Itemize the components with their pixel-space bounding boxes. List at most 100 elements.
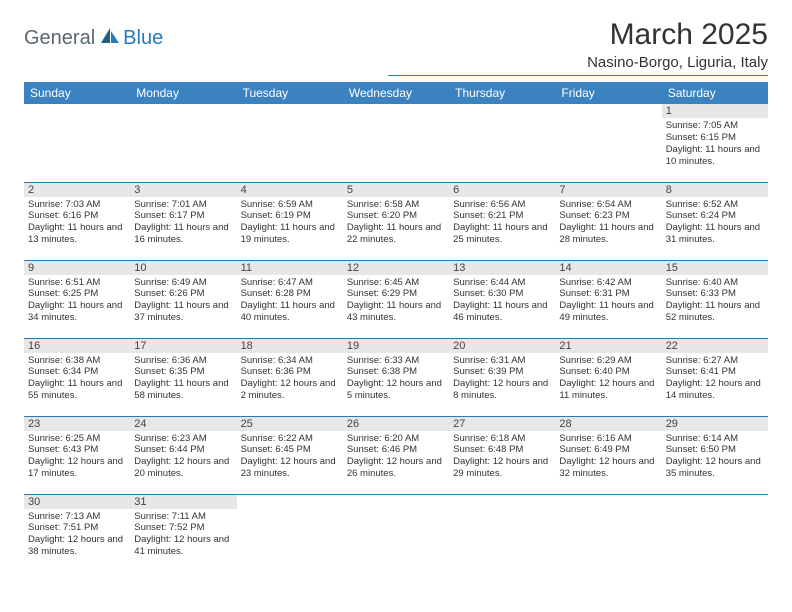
sunset-text: Sunset: 6:35 PM <box>134 366 232 378</box>
calendar-cell <box>343 494 449 572</box>
calendar-table: Sunday Monday Tuesday Wednesday Thursday… <box>24 82 768 572</box>
weekday-header: Wednesday <box>343 82 449 104</box>
sunrise-text: Sunrise: 6:14 AM <box>666 433 764 445</box>
daylight-text: Daylight: 12 hours and 17 minutes. <box>28 456 126 480</box>
calendar-cell: 30Sunrise: 7:13 AMSunset: 7:51 PMDayligh… <box>24 494 130 572</box>
weekday-header-row: Sunday Monday Tuesday Wednesday Thursday… <box>24 82 768 104</box>
weekday-header: Monday <box>130 82 236 104</box>
calendar-cell: 5Sunrise: 6:58 AMSunset: 6:20 PMDaylight… <box>343 182 449 260</box>
daylight-text: Daylight: 11 hours and 49 minutes. <box>559 300 657 324</box>
day-number: 29 <box>662 417 768 431</box>
day-details: Sunrise: 6:58 AMSunset: 6:20 PMDaylight:… <box>343 197 449 249</box>
day-details: Sunrise: 7:01 AMSunset: 6:17 PMDaylight:… <box>130 197 236 249</box>
day-number: 8 <box>662 183 768 197</box>
calendar-cell: 24Sunrise: 6:23 AMSunset: 6:44 PMDayligh… <box>130 416 236 494</box>
day-details: Sunrise: 6:42 AMSunset: 6:31 PMDaylight:… <box>555 275 661 327</box>
day-number: 16 <box>24 339 130 353</box>
day-details: Sunrise: 6:45 AMSunset: 6:29 PMDaylight:… <box>343 275 449 327</box>
sunset-text: Sunset: 6:19 PM <box>241 210 339 222</box>
daylight-text: Daylight: 12 hours and 20 minutes. <box>134 456 232 480</box>
day-details: Sunrise: 6:52 AMSunset: 6:24 PMDaylight:… <box>662 197 768 249</box>
month-title: March 2025 <box>388 18 768 52</box>
sunrise-text: Sunrise: 6:40 AM <box>666 277 764 289</box>
day-details: Sunrise: 6:44 AMSunset: 6:30 PMDaylight:… <box>449 275 555 327</box>
calendar-cell: 14Sunrise: 6:42 AMSunset: 6:31 PMDayligh… <box>555 260 661 338</box>
day-details: Sunrise: 6:22 AMSunset: 6:45 PMDaylight:… <box>237 431 343 483</box>
daylight-text: Daylight: 11 hours and 28 minutes. <box>559 222 657 246</box>
day-number: 15 <box>662 261 768 275</box>
day-number: 21 <box>555 339 661 353</box>
day-details: Sunrise: 6:23 AMSunset: 6:44 PMDaylight:… <box>130 431 236 483</box>
daylight-text: Daylight: 12 hours and 29 minutes. <box>453 456 551 480</box>
day-details: Sunrise: 7:13 AMSunset: 7:51 PMDaylight:… <box>24 509 130 561</box>
daylight-text: Daylight: 11 hours and 46 minutes. <box>453 300 551 324</box>
calendar-cell <box>130 104 236 182</box>
calendar-cell <box>662 494 768 572</box>
sunrise-text: Sunrise: 6:54 AM <box>559 199 657 211</box>
day-details: Sunrise: 6:59 AMSunset: 6:19 PMDaylight:… <box>237 197 343 249</box>
day-number: 27 <box>449 417 555 431</box>
daylight-text: Daylight: 11 hours and 16 minutes. <box>134 222 232 246</box>
calendar-cell: 28Sunrise: 6:16 AMSunset: 6:49 PMDayligh… <box>555 416 661 494</box>
day-details: Sunrise: 6:25 AMSunset: 6:43 PMDaylight:… <box>24 431 130 483</box>
day-number: 14 <box>555 261 661 275</box>
sunset-text: Sunset: 6:41 PM <box>666 366 764 378</box>
sunset-text: Sunset: 6:39 PM <box>453 366 551 378</box>
day-details: Sunrise: 7:11 AMSunset: 7:52 PMDaylight:… <box>130 509 236 561</box>
sunrise-text: Sunrise: 7:05 AM <box>666 120 764 132</box>
day-details: Sunrise: 6:33 AMSunset: 6:38 PMDaylight:… <box>343 353 449 405</box>
calendar-week-row: 2Sunrise: 7:03 AMSunset: 6:16 PMDaylight… <box>24 182 768 260</box>
sunset-text: Sunset: 6:20 PM <box>347 210 445 222</box>
daylight-text: Daylight: 12 hours and 2 minutes. <box>241 378 339 402</box>
calendar-cell: 3Sunrise: 7:01 AMSunset: 6:17 PMDaylight… <box>130 182 236 260</box>
calendar-cell: 2Sunrise: 7:03 AMSunset: 6:16 PMDaylight… <box>24 182 130 260</box>
day-details: Sunrise: 6:14 AMSunset: 6:50 PMDaylight:… <box>662 431 768 483</box>
day-number: 20 <box>449 339 555 353</box>
day-details: Sunrise: 6:51 AMSunset: 6:25 PMDaylight:… <box>24 275 130 327</box>
calendar-cell <box>343 104 449 182</box>
sunrise-text: Sunrise: 6:51 AM <box>28 277 126 289</box>
sunset-text: Sunset: 6:23 PM <box>559 210 657 222</box>
sunset-text: Sunset: 6:44 PM <box>134 444 232 456</box>
sunrise-text: Sunrise: 6:23 AM <box>134 433 232 445</box>
daylight-text: Daylight: 12 hours and 35 minutes. <box>666 456 764 480</box>
calendar-cell <box>449 104 555 182</box>
sunrise-text: Sunrise: 6:47 AM <box>241 277 339 289</box>
sunrise-text: Sunrise: 7:03 AM <box>28 199 126 211</box>
day-number: 11 <box>237 261 343 275</box>
calendar-cell: 31Sunrise: 7:11 AMSunset: 7:52 PMDayligh… <box>130 494 236 572</box>
sunset-text: Sunset: 6:29 PM <box>347 288 445 300</box>
daylight-text: Daylight: 11 hours and 55 minutes. <box>28 378 126 402</box>
daylight-text: Daylight: 11 hours and 19 minutes. <box>241 222 339 246</box>
daylight-text: Daylight: 11 hours and 25 minutes. <box>453 222 551 246</box>
day-number: 19 <box>343 339 449 353</box>
calendar-week-row: 30Sunrise: 7:13 AMSunset: 7:51 PMDayligh… <box>24 494 768 572</box>
calendar-cell: 9Sunrise: 6:51 AMSunset: 6:25 PMDaylight… <box>24 260 130 338</box>
day-details: Sunrise: 6:29 AMSunset: 6:40 PMDaylight:… <box>555 353 661 405</box>
sunrise-text: Sunrise: 6:31 AM <box>453 355 551 367</box>
calendar-cell: 11Sunrise: 6:47 AMSunset: 6:28 PMDayligh… <box>237 260 343 338</box>
day-number: 17 <box>130 339 236 353</box>
daylight-text: Daylight: 11 hours and 34 minutes. <box>28 300 126 324</box>
daylight-text: Daylight: 11 hours and 52 minutes. <box>666 300 764 324</box>
weekday-header: Thursday <box>449 82 555 104</box>
day-details: Sunrise: 6:20 AMSunset: 6:46 PMDaylight:… <box>343 431 449 483</box>
sunrise-text: Sunrise: 6:42 AM <box>559 277 657 289</box>
daylight-text: Daylight: 11 hours and 37 minutes. <box>134 300 232 324</box>
day-number: 6 <box>449 183 555 197</box>
daylight-text: Daylight: 11 hours and 22 minutes. <box>347 222 445 246</box>
day-details: Sunrise: 6:56 AMSunset: 6:21 PMDaylight:… <box>449 197 555 249</box>
weekday-header: Tuesday <box>237 82 343 104</box>
day-number: 24 <box>130 417 236 431</box>
sunset-text: Sunset: 6:17 PM <box>134 210 232 222</box>
sunset-text: Sunset: 6:49 PM <box>559 444 657 456</box>
day-number: 22 <box>662 339 768 353</box>
calendar-cell <box>237 494 343 572</box>
daylight-text: Daylight: 12 hours and 32 minutes. <box>559 456 657 480</box>
page-header: General Blue March 2025 Nasino-Borgo, Li… <box>24 18 768 76</box>
daylight-text: Daylight: 12 hours and 26 minutes. <box>347 456 445 480</box>
day-details: Sunrise: 7:03 AMSunset: 6:16 PMDaylight:… <box>24 197 130 249</box>
sunset-text: Sunset: 6:28 PM <box>241 288 339 300</box>
sunset-text: Sunset: 6:30 PM <box>453 288 551 300</box>
sunset-text: Sunset: 6:34 PM <box>28 366 126 378</box>
